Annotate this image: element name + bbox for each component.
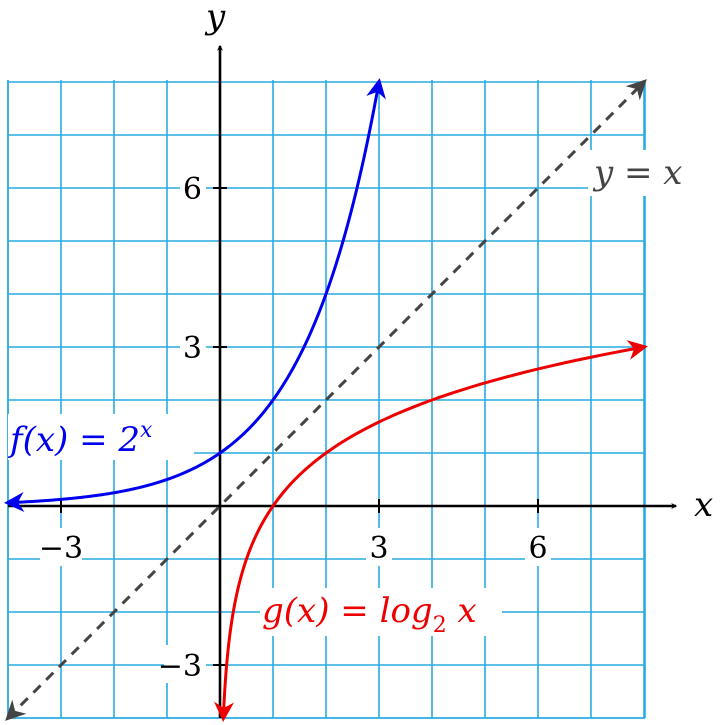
series-id-line — [5, 79, 647, 721]
x-axis-label: x — [694, 485, 713, 525]
id-label-bg — [588, 150, 700, 196]
f-label-text: f(x) = 2 — [7, 420, 140, 460]
y-tick-label: −3 — [158, 649, 202, 684]
x-tick-label-bg — [366, 528, 392, 566]
curves — [4, 78, 648, 722]
x-tick-label-bg — [40, 528, 82, 566]
labels: −3 3 6 −3 3 6 — [39, 168, 551, 684]
g-label-bg — [260, 588, 502, 636]
g-label-suffix: x — [447, 591, 477, 631]
g-label-sub: 2 — [433, 613, 447, 638]
series-g-line — [214, 340, 648, 722]
f-label-sup: x — [140, 418, 153, 443]
x-tick-label: −3 — [39, 531, 83, 566]
x-tick-label: 3 — [369, 531, 388, 566]
f-label-bg — [8, 414, 194, 460]
g-label-text: g(x) = log — [262, 591, 433, 631]
y-tick-label-bg — [164, 645, 206, 683]
x-tick-label: 6 — [528, 531, 547, 566]
y-tick-label-bg — [180, 168, 206, 206]
y-axis-label: y — [204, 0, 226, 37]
y-tick-label: 6 — [183, 172, 202, 207]
g-label: g(x) = log2 x — [262, 591, 477, 638]
y-tick-label-bg — [180, 327, 206, 365]
x-tick-label-bg — [525, 528, 551, 566]
id-label: y = x — [592, 153, 683, 193]
y-tick-label: 3 — [183, 331, 202, 366]
f-label: f(x) = 2x — [7, 418, 153, 460]
